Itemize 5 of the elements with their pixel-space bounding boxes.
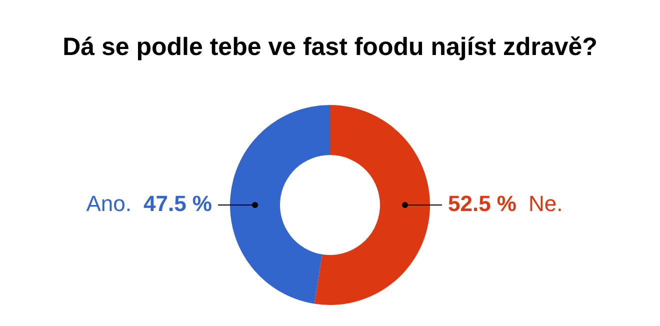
data-label: 52.5 % (448, 191, 516, 216)
chart-title: Dá se podle tebe ve fast foodu najíst zdravě? (62, 32, 598, 61)
slice-label: Ano. (86, 191, 132, 216)
slice-label: Ne. (528, 191, 563, 216)
data-label: 47.5 % (144, 191, 212, 216)
